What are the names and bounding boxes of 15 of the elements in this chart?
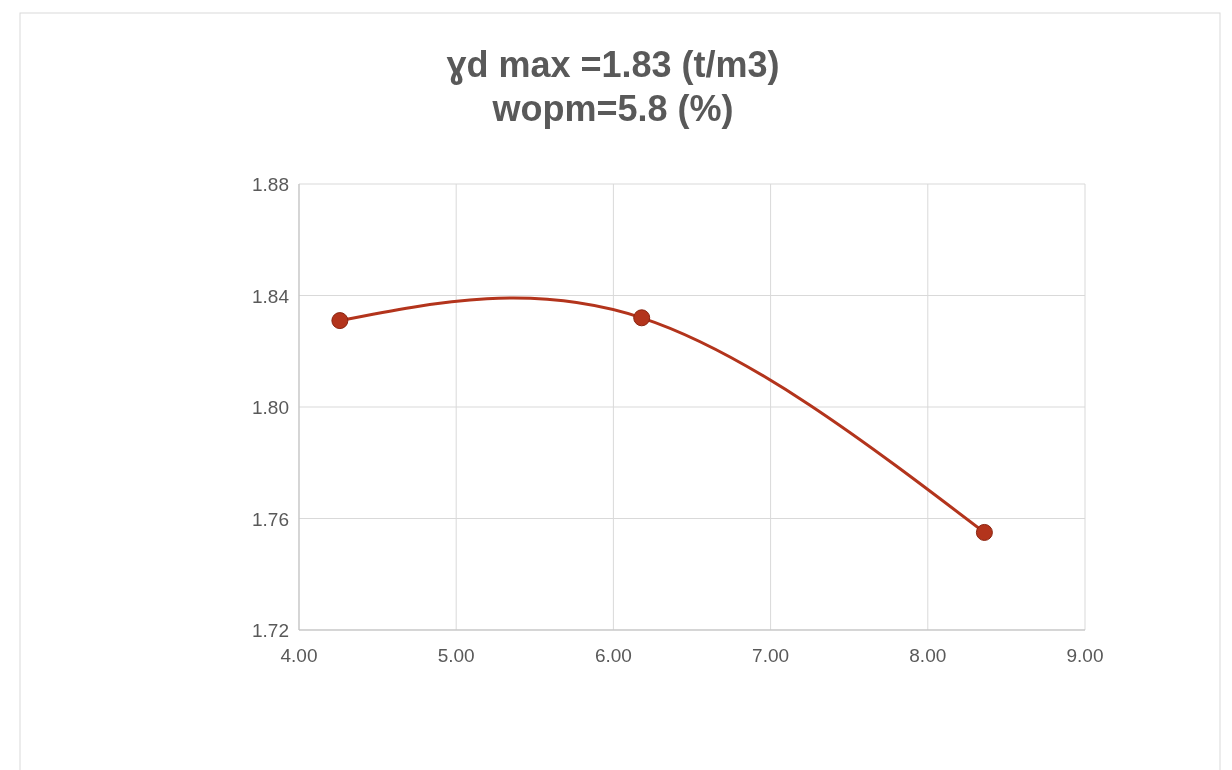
point <box>331 312 349 330</box>
y-tick-label: 1.72 <box>252 620 289 641</box>
point <box>975 523 993 541</box>
y-tick-label: 1.88 <box>252 174 289 195</box>
x-tick-label: 8.00 <box>909 645 947 666</box>
x-tick-label: 5.00 <box>437 645 475 666</box>
y-tick-label: 1.76 <box>252 508 289 530</box>
x-tick-label: 9.00 <box>1066 645 1104 666</box>
point <box>633 309 651 327</box>
y-tick-label: 1.84 <box>252 285 290 307</box>
x-tick-label: 6.00 <box>594 645 632 666</box>
y-tick-label: 1.80 <box>252 397 289 418</box>
chart-title: ɣd max =1.83 (t/m3) wopm=5.8 (%) <box>446 44 780 129</box>
x-tick-label: 7.00 <box>752 645 790 666</box>
x-tick-label: 4.00 <box>280 645 318 666</box>
